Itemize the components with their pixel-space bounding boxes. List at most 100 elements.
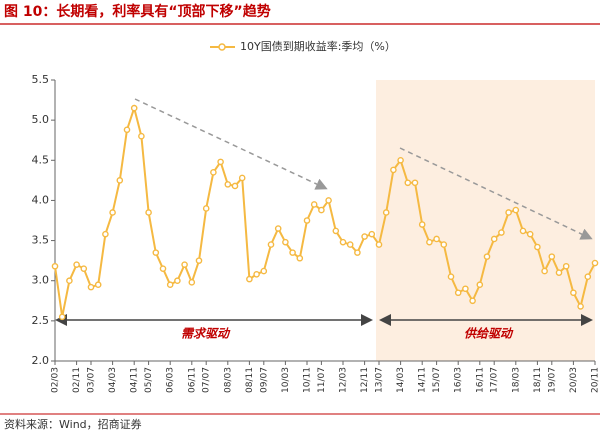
- point: [181, 261, 188, 268]
- point: [397, 156, 404, 164]
- point: [188, 279, 196, 286]
- point: [584, 273, 592, 281]
- point: [368, 230, 376, 238]
- point: [570, 289, 577, 297]
- point: [390, 166, 397, 174]
- point: [109, 209, 116, 216]
- point: [152, 249, 160, 256]
- point: [267, 241, 275, 248]
- point: [217, 158, 224, 166]
- point: [202, 205, 210, 212]
- point: [253, 270, 260, 278]
- x-tick-label: 11/07: [317, 367, 327, 393]
- x-tick-label: 04/03: [108, 367, 118, 393]
- x-tick-label: 12/11: [360, 367, 370, 393]
- y-tick-label: 5.5: [32, 73, 50, 86]
- point: [418, 221, 426, 228]
- point: [476, 281, 484, 289]
- x-tick-label: 18/11: [533, 367, 543, 393]
- source: 资料来源：Wind，招商证券: [4, 417, 142, 431]
- point: [238, 174, 246, 182]
- annotation: 需求驱动: [181, 327, 231, 341]
- x-tick-label: 09/07: [259, 367, 269, 393]
- point: [433, 235, 440, 243]
- point: [138, 132, 145, 140]
- y-tick-label: 2.0: [32, 354, 50, 367]
- point: [555, 269, 563, 276]
- point: [51, 262, 59, 270]
- x-tick-label: 20/03: [569, 367, 579, 393]
- series-line: [54, 104, 596, 318]
- point: [490, 235, 498, 243]
- point: [382, 209, 390, 216]
- x-tick-label: 17/07: [490, 367, 500, 393]
- point: [94, 281, 102, 289]
- x-tick-label: 15/07: [432, 367, 442, 393]
- point: [526, 230, 534, 238]
- x-tick-label: 08/11: [245, 367, 255, 393]
- point: [296, 254, 304, 262]
- x-tick-label: 05/07: [144, 367, 154, 393]
- point: [87, 283, 95, 291]
- legend-marker: [218, 43, 226, 51]
- point: [440, 241, 448, 248]
- trend-arrow: [399, 147, 593, 240]
- point: [73, 261, 80, 268]
- x-tick-label: 13/07: [375, 367, 385, 393]
- x-tick-label: 19/07: [547, 367, 557, 393]
- y-tick-label: 5.0: [32, 113, 50, 126]
- point: [159, 265, 167, 272]
- point: [469, 297, 476, 305]
- y-tick-label: 4.5: [32, 153, 50, 166]
- point: [224, 181, 232, 188]
- annotation: 供给驱动: [464, 327, 514, 341]
- x-tick-label: 02/03: [51, 367, 61, 393]
- x-tick-label: 10/03: [281, 367, 291, 393]
- point: [483, 253, 491, 260]
- x-tick-label: 03/07: [87, 367, 97, 393]
- point: [411, 179, 419, 187]
- point: [231, 182, 239, 190]
- point: [404, 179, 412, 187]
- point: [325, 197, 332, 204]
- point: [454, 289, 462, 297]
- shade-region: [376, 80, 595, 361]
- point: [426, 238, 433, 246]
- x-tick-label: 08/03: [223, 367, 233, 393]
- point: [577, 303, 584, 310]
- point: [102, 230, 109, 238]
- y-tick-label: 4.0: [32, 193, 50, 206]
- x-tick-label: 16/03: [454, 367, 464, 393]
- x-tick-label: 20/11: [591, 367, 600, 393]
- x-tick-label: 10/11: [303, 367, 313, 393]
- point: [541, 267, 548, 275]
- point: [548, 253, 556, 260]
- x-tick-label: 06/03: [166, 367, 176, 393]
- x-tick-label: 06/11: [187, 367, 197, 393]
- point: [66, 277, 73, 285]
- point: [498, 229, 505, 236]
- point: [332, 227, 340, 235]
- point: [505, 209, 512, 216]
- point: [123, 126, 131, 134]
- trend-arrow: [134, 98, 328, 190]
- point: [166, 281, 174, 289]
- chart-title: 图 10：长期看，利率具有“顶部下移”趋势: [4, 3, 271, 20]
- point: [145, 209, 152, 216]
- x-tick-label: 12/03: [339, 367, 349, 393]
- point: [195, 257, 203, 264]
- x-tick-label: 02/11: [72, 367, 82, 393]
- point: [447, 273, 455, 281]
- x-tick-label: 18/03: [511, 367, 521, 393]
- point: [174, 277, 181, 285]
- y-tick-label: 3.5: [32, 234, 50, 247]
- x-tick-label: 16/11: [475, 367, 485, 393]
- point: [116, 177, 124, 184]
- point: [318, 206, 325, 214]
- y-tick-label: 3.0: [32, 274, 50, 287]
- point: [80, 265, 88, 272]
- point: [303, 217, 311, 224]
- point: [361, 233, 368, 240]
- point: [462, 285, 469, 293]
